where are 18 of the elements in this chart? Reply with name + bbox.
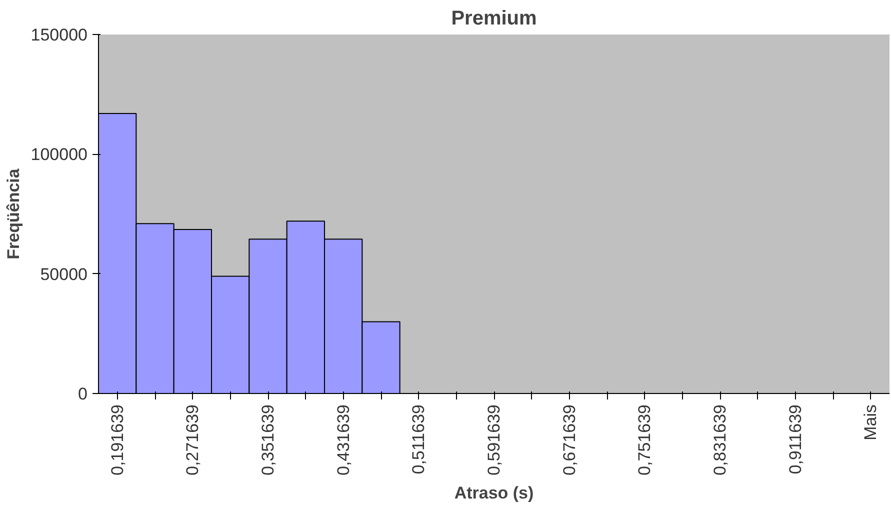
- x-tick-label: 0,831639: [710, 404, 730, 476]
- y-tick-label: 150000: [30, 26, 88, 44]
- x-tick-label: 0,911639: [786, 404, 805, 474]
- x-tick-label: 0,431639: [334, 404, 353, 476]
- x-tick-label: 0,191639: [108, 404, 127, 476]
- x-tick-label: 0,751639: [635, 404, 654, 476]
- x-tick-label: 0,511639: [409, 404, 428, 474]
- x-tick-label: 0,591639: [484, 404, 504, 476]
- x-tick-label: 0,271639: [183, 404, 202, 476]
- x-tick-label: Mais: [861, 404, 880, 440]
- x-axis-title: Atraso (s): [454, 483, 534, 502]
- x-tick-label: 0,671639: [560, 404, 579, 476]
- y-tick-label: 100000: [30, 145, 88, 164]
- y-axis-title: Freqüência: [4, 168, 23, 260]
- chart-title: Premium: [451, 8, 537, 30]
- y-tick-label: 50000: [40, 264, 88, 284]
- x-tick-label: 0,351639: [258, 404, 278, 476]
- y-tick-label: 0: [78, 384, 88, 404]
